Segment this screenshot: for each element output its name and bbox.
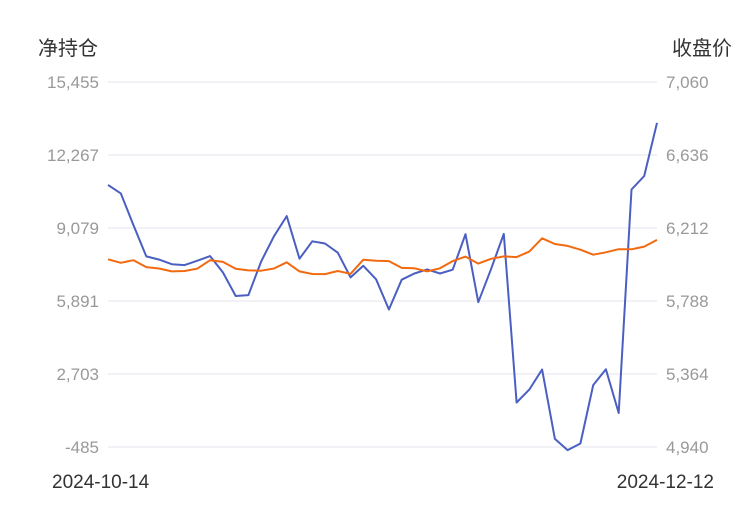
right-tick-label: 6,212 — [666, 219, 709, 238]
right-tick-label: 7,060 — [666, 73, 709, 92]
left-axis-ticks: 15,455 12,267 9,079 5,891 2,703 -485 — [47, 73, 99, 457]
left-tick-label: 12,267 — [47, 146, 99, 165]
left-tick-label: 9,079 — [56, 219, 99, 238]
left-axis-title: 净持仓 — [38, 36, 98, 60]
right-tick-label: 4,940 — [666, 438, 709, 457]
left-tick-label: -485 — [65, 438, 99, 457]
right-tick-label: 6,636 — [666, 146, 709, 165]
right-tick-label: 5,788 — [666, 292, 709, 311]
left-tick-label: 2,703 — [56, 365, 99, 384]
right-tick-label: 5,364 — [666, 365, 709, 384]
right-axis-title: 收盘价 — [672, 36, 732, 60]
gridlines — [108, 81, 657, 448]
left-tick-label: 15,455 — [47, 73, 99, 92]
series-lines — [107, 122, 658, 452]
left-tick-label: 5,891 — [56, 292, 99, 311]
series-line-left-axis — [107, 122, 658, 452]
series-line-right-axis — [107, 237, 658, 276]
right-axis-ticks: 7,060 6,636 6,212 5,788 5,364 4,940 — [666, 73, 709, 457]
x-start-label: 2024-10-14 — [52, 472, 150, 493]
x-end-label: 2024-12-12 — [617, 472, 714, 493]
